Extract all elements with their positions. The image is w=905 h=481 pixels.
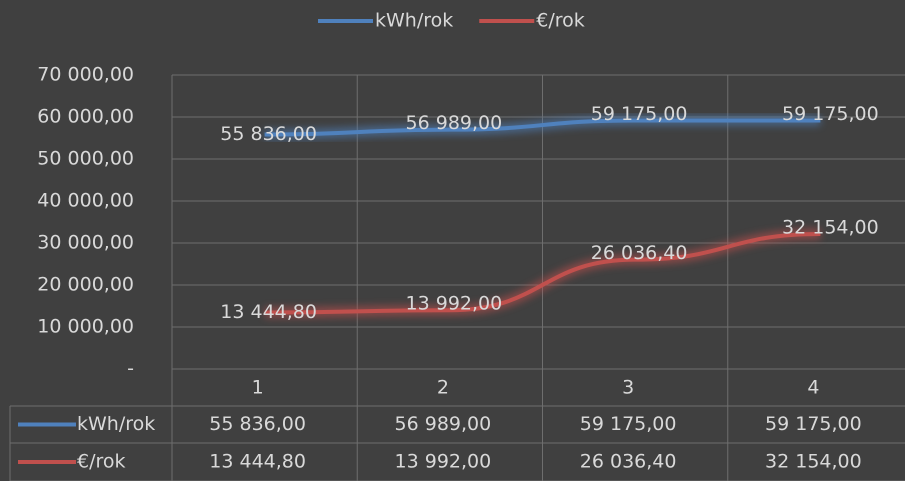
x-tick-label: 3 — [622, 377, 634, 399]
y-tick-label: - — [127, 358, 134, 380]
table-cell: 55 836,00 — [209, 413, 306, 435]
table-row-label: kWh/rok — [77, 413, 155, 435]
y-tick-label: 70 000,00 — [37, 64, 134, 86]
data-label: 55 836,00 — [220, 123, 317, 145]
table-cell: 56 989,00 — [395, 413, 492, 435]
y-tick-label: 10 000,00 — [37, 316, 134, 338]
table-cell: 26 036,40 — [580, 451, 677, 473]
x-tick-label: 1 — [252, 377, 264, 399]
data-label: 13 992,00 — [406, 293, 503, 315]
y-tick-label: 60 000,00 — [37, 106, 134, 128]
line — [264, 118, 821, 137]
table-row-label: €/rok — [77, 451, 126, 473]
legend-label: kWh/rok — [375, 10, 453, 32]
y-tick-label: 50 000,00 — [37, 148, 134, 170]
table-cell: 13 992,00 — [395, 451, 492, 473]
data-label: 59 175,00 — [591, 103, 688, 125]
table-cell: 59 175,00 — [765, 413, 862, 435]
table-cell: 13 444,80 — [209, 451, 306, 473]
y-tick-label: 20 000,00 — [37, 274, 134, 296]
data-label: 32 154,00 — [782, 216, 879, 238]
x-tick-label: 4 — [807, 377, 819, 399]
data-label: 13 444,80 — [220, 301, 317, 323]
y-tick-label: 30 000,00 — [37, 232, 134, 254]
line — [264, 231, 821, 315]
x-tick-label: 2 — [437, 377, 449, 399]
table-cell: 59 175,00 — [580, 413, 677, 435]
data-label: 56 989,00 — [406, 112, 503, 134]
table-cell: 32 154,00 — [765, 451, 862, 473]
data-label: 59 175,00 — [782, 103, 879, 125]
legend-label: €/rok — [536, 10, 585, 32]
y-tick-label: 40 000,00 — [37, 190, 134, 212]
data-label: 26 036,40 — [591, 242, 688, 264]
